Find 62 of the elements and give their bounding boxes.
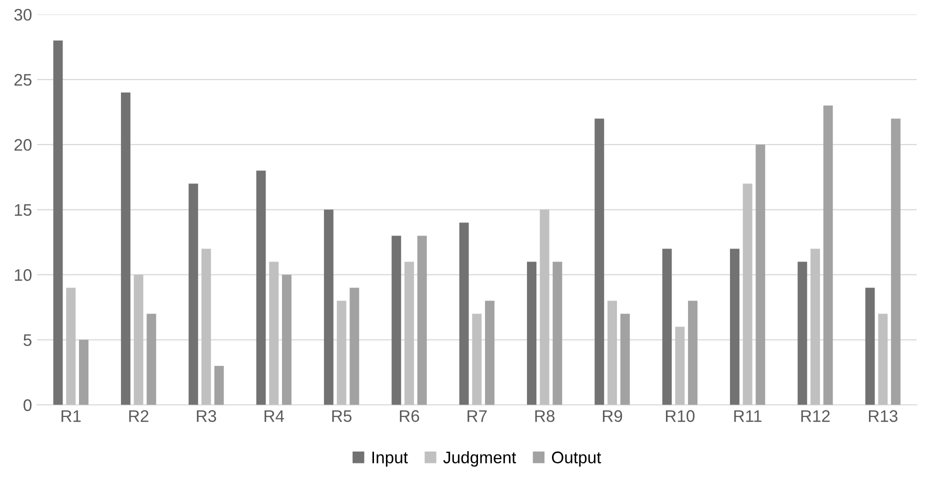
bar	[620, 314, 630, 405]
y-tick-label: 0	[24, 399, 32, 412]
bar	[662, 248, 672, 405]
bar	[392, 236, 402, 405]
y-tick-label: 15	[14, 204, 32, 216]
y-tick-label: 5	[24, 334, 32, 346]
bar	[53, 40, 63, 405]
bar	[201, 248, 211, 405]
bar	[756, 144, 766, 405]
bar	[485, 300, 494, 405]
x-tick-label: R11	[734, 410, 762, 422]
x-tick-label: R2	[129, 410, 148, 422]
bar	[256, 170, 266, 405]
bar	[540, 210, 550, 405]
bar	[688, 300, 698, 405]
bar	[878, 314, 888, 405]
bar	[417, 236, 427, 405]
x-tick-label: R3	[196, 410, 216, 422]
bar	[66, 288, 76, 405]
bar	[472, 314, 482, 405]
bar	[552, 262, 562, 405]
bar	[269, 262, 279, 405]
x-tick-label: R9	[602, 410, 622, 422]
x-tick-label: R8	[535, 410, 554, 422]
bar	[823, 106, 833, 405]
bar	[214, 366, 224, 405]
x-tick-label: R4	[264, 410, 284, 422]
y-tick-label: 10	[14, 269, 32, 281]
bar	[675, 326, 685, 405]
bar	[282, 274, 292, 405]
bar	[188, 184, 198, 405]
x-tick-label: R5	[332, 410, 352, 422]
legend-label: Input	[372, 452, 408, 467]
bar	[865, 288, 875, 405]
x-tick-label: R1	[62, 410, 81, 422]
legend-label: Output	[552, 452, 602, 467]
y-tick-label: 30	[14, 8, 32, 21]
bar	[78, 340, 88, 405]
bar	[120, 92, 130, 405]
bar	[798, 262, 808, 405]
x-tick-label: R12	[801, 410, 830, 422]
bar	[891, 118, 900, 405]
x-tick-label: R13	[868, 410, 898, 422]
bar	[146, 314, 156, 405]
bar	[607, 300, 617, 405]
bar	[350, 288, 360, 405]
bar	[324, 210, 334, 405]
bar	[134, 274, 144, 405]
bar	[404, 262, 414, 405]
bar	[742, 184, 752, 405]
bar	[526, 262, 536, 405]
bar	[730, 248, 740, 405]
bar	[459, 222, 469, 405]
y-tick-label: 25	[14, 74, 32, 86]
bar	[810, 248, 820, 405]
x-tick-label: R10	[666, 410, 695, 422]
x-tick-label: R6	[400, 410, 420, 422]
x-tick-label: R7	[468, 410, 487, 422]
bar	[594, 118, 604, 405]
legend-label: Judgment	[443, 451, 516, 467]
y-tick-label: 20	[14, 139, 32, 151]
bar	[336, 300, 346, 405]
